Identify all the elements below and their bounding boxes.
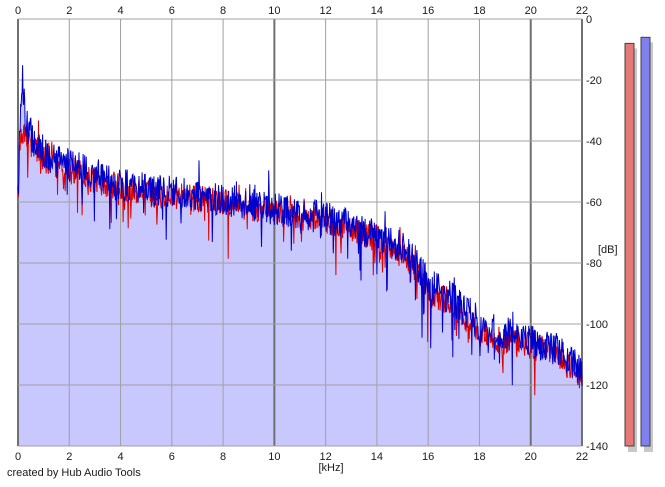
x-tick-label-bottom: 20: [525, 451, 537, 463]
x-tick-label-top: 14: [371, 5, 383, 17]
y-tick-label: -40: [586, 136, 602, 148]
credit-text: created by Hub Audio Tools: [7, 467, 141, 479]
x-tick-label-bottom: 2: [66, 451, 72, 463]
y-tick-label: -140: [586, 441, 608, 453]
x-tick-label-top: 16: [422, 5, 434, 17]
grid-layer: [17, 18, 583, 447]
x-tick-label-top: 4: [117, 5, 123, 17]
y-tick-label: 0: [586, 14, 592, 26]
x-tick-label-bottom: 0: [15, 451, 21, 463]
x-tick-label-bottom: 14: [371, 451, 383, 463]
y-tick-label: -60: [586, 197, 602, 209]
x-tick-label-top: 10: [268, 5, 280, 17]
x-tick-label-top: 8: [220, 5, 226, 17]
x-tick-label-top: 6: [169, 5, 175, 17]
x-tick-label-bottom: 12: [320, 451, 332, 463]
x-tick-label-bottom: 10: [268, 451, 280, 463]
y-tick-label: -100: [586, 319, 608, 331]
spectrum-fill-layer: [18, 65, 582, 446]
x-tick-label-top: 12: [320, 5, 332, 17]
level-meters: [624, 36, 653, 453]
x-tick-label-top: 0: [15, 5, 21, 17]
y-tick-label: -120: [586, 380, 608, 392]
x-tick-label-top: 20: [525, 5, 537, 17]
x-tick-label-top: 18: [473, 5, 485, 17]
x-tick-label-bottom: 16: [422, 451, 434, 463]
x-tick-label-bottom: 8: [220, 451, 226, 463]
series-line-blue: [17, 65, 583, 387]
y-axis-unit-label: [dB]: [598, 244, 618, 256]
x-tick-label-bottom: 4: [117, 451, 123, 463]
x-tick-label-top: 2: [66, 5, 72, 17]
x-axis-unit-label: [kHz]: [318, 462, 343, 474]
x-tick-label-bottom: 22: [576, 451, 588, 463]
y-tick-label: -80: [586, 258, 602, 270]
spectrum-area: [18, 65, 582, 446]
y-tick-labels: 0 -20 -40 -60 -80 -100 -120 -140: [586, 14, 608, 453]
x-tick-label-top: 22: [576, 5, 588, 17]
x-tick-label-bottom: 6: [169, 451, 175, 463]
level-meter-bar: [640, 36, 651, 447]
y-tick-label: -20: [586, 75, 602, 87]
x-tick-label-bottom: 18: [473, 451, 485, 463]
series-layer: [17, 65, 583, 396]
level-meter-bar: [624, 42, 635, 447]
